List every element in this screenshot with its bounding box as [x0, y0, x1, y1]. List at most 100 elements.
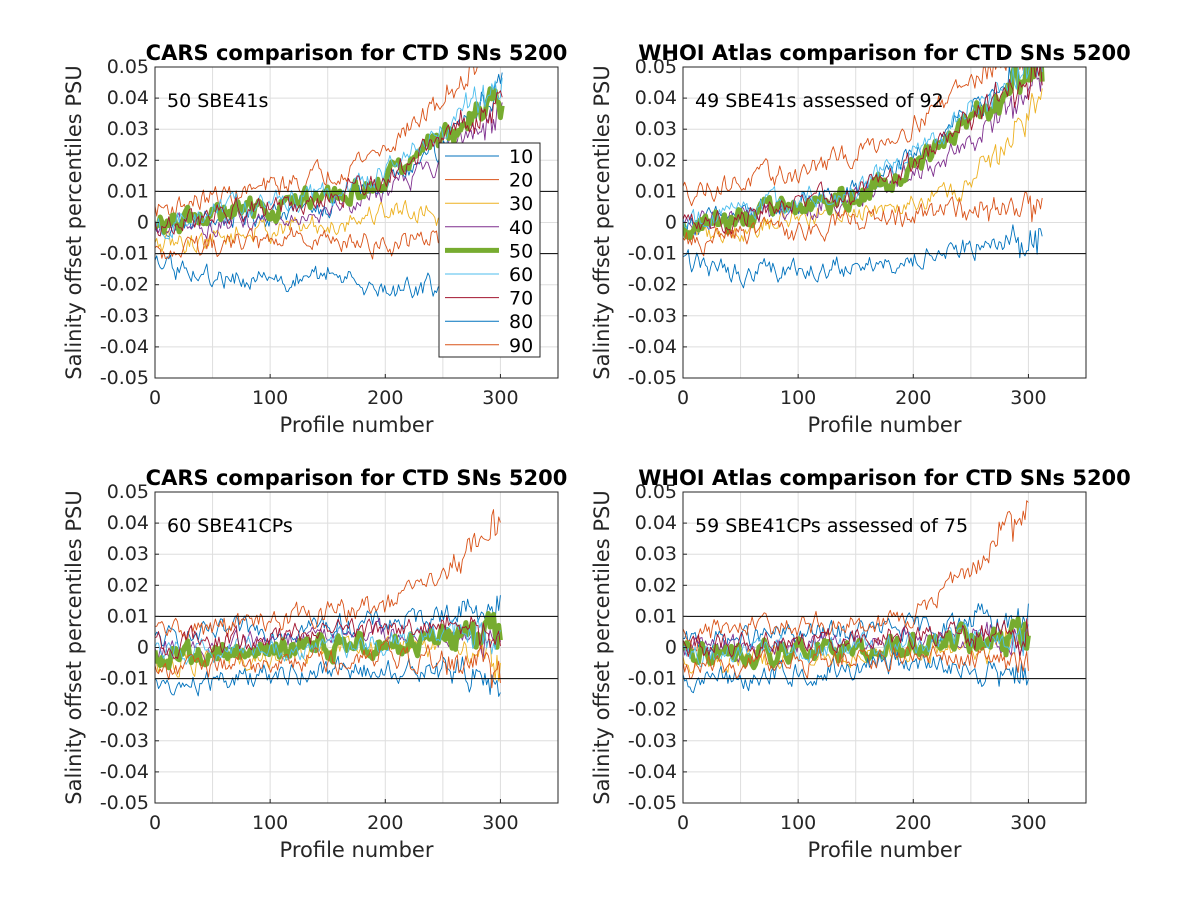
- y-axis-label: Salinity offset percentiles PSU: [590, 65, 614, 379]
- chart-panel-2: 0 100 200 300 -0.05 -0.04 -0.03 -0.02 -0.01 0 0.01…: [590, 41, 1131, 437]
- y-tick-label: 0.01: [107, 605, 149, 627]
- y-tick-label: -0.02: [100, 274, 149, 296]
- x-tick-label: 200: [367, 812, 403, 834]
- x-tick-label: 0: [677, 812, 689, 834]
- y-axis-label: Salinity offset percentiles PSU: [62, 65, 86, 379]
- y-tick-label: 0.04: [635, 512, 677, 534]
- series-line-20: [155, 509, 501, 643]
- series-line-70: [155, 614, 501, 660]
- legend-label: 40: [509, 217, 533, 239]
- annotation-text: 59 SBE41CPs assessed of 75: [695, 515, 968, 537]
- legend-label: 70: [509, 288, 533, 310]
- chart-panel-4: 0 100 200 300 -0.05 -0.04 -0.03 -0.02 -0.01 0 0.01…: [590, 466, 1131, 862]
- y-tick-label: 0.03: [107, 118, 149, 140]
- y-axis-label: Salinity offset percentiles PSU: [62, 490, 86, 804]
- x-axis-label: Profile number: [808, 838, 962, 862]
- series-line-10: [683, 603, 1029, 653]
- series-line-20: [683, 500, 1029, 652]
- y-tick-label: 0.04: [107, 87, 149, 109]
- y-tick-label: 0.04: [635, 87, 677, 109]
- legend-label: 80: [509, 311, 533, 333]
- y-tick-label: -0.02: [628, 699, 677, 721]
- series-line-90: [683, 645, 1029, 680]
- y-tick-label: 0: [665, 212, 677, 234]
- y-tick-label: -0.04: [628, 761, 677, 783]
- x-tick-label: 0: [149, 387, 161, 409]
- series-line-70: [155, 90, 503, 237]
- x-tick-label: 100: [252, 812, 288, 834]
- y-tick-label: 0.02: [635, 574, 677, 596]
- y-tick-label: 0.03: [635, 543, 677, 565]
- y-tick-label: 0.03: [635, 118, 677, 140]
- legend-label: 20: [509, 170, 533, 192]
- x-tick-label: 0: [149, 812, 161, 834]
- legend-label: 10: [509, 146, 533, 168]
- y-tick-label: 0.02: [107, 149, 149, 171]
- legend-label: 60: [509, 264, 533, 286]
- series-line-90: [683, 191, 1043, 257]
- y-axis-label: Salinity offset percentiles PSU: [590, 490, 614, 804]
- y-tick-label: 0: [137, 637, 149, 659]
- chart-title: WHOI Atlas comparison for CTD SNs 5200: [638, 41, 1131, 65]
- series-line-80: [683, 224, 1043, 289]
- y-tick-label: -0.03: [628, 305, 677, 327]
- series-group: [683, 67, 1045, 289]
- series-line-50: [155, 611, 503, 671]
- chart-panel-1: 0 100 200 300 -0.05 -0.04 -0.03 -0.02 -0.01 0 0.01…: [62, 41, 568, 437]
- series-line-60: [683, 67, 1043, 230]
- legend-label: 90: [509, 335, 533, 357]
- x-tick-label: 200: [895, 812, 931, 834]
- series-line-70: [683, 67, 1043, 235]
- y-tick-label: -0.01: [628, 668, 677, 690]
- y-tick-label: -0.03: [100, 730, 149, 752]
- series-line-20: [155, 67, 478, 217]
- y-tick-label: 0.03: [107, 543, 149, 565]
- y-tick-label: -0.05: [628, 367, 677, 389]
- x-tick-label: 0: [677, 387, 689, 409]
- x-tick-label: 300: [482, 812, 518, 834]
- series-line-90: [155, 639, 501, 689]
- y-tick-label: 0.05: [635, 481, 677, 503]
- legend-label: 30: [509, 193, 533, 215]
- y-tick-label: -0.02: [628, 274, 677, 296]
- y-tick-label: -0.01: [100, 668, 149, 690]
- y-tick-label: 0.04: [107, 512, 149, 534]
- y-tick-label: 0: [137, 212, 149, 234]
- y-tick-label: -0.01: [100, 243, 149, 265]
- x-axis-label: Profile number: [280, 838, 434, 862]
- chart-title: CARS comparison for CTD SNs 5200: [146, 41, 568, 65]
- series-group: [683, 500, 1031, 694]
- chart-panel-3: 0 100 200 300 -0.05 -0.04 -0.03 -0.02 -0.01 0 0.01…: [62, 466, 567, 862]
- y-tick-label: 0.05: [107, 56, 149, 78]
- y-tick-label: 0.01: [107, 180, 149, 202]
- x-tick-label: 100: [252, 387, 288, 409]
- series-line-50: [683, 67, 1045, 241]
- x-tick-label: 300: [1010, 812, 1046, 834]
- x-tick-label: 200: [895, 387, 931, 409]
- y-tick-label: -0.04: [100, 761, 149, 783]
- y-tick-label: -0.01: [628, 243, 677, 265]
- x-axis-label: Profile number: [808, 413, 962, 437]
- chart-title: CARS comparison for CTD SNs 5200: [146, 466, 568, 490]
- x-tick-label: 100: [780, 387, 816, 409]
- chart-title: WHOI Atlas comparison for CTD SNs 5200: [638, 466, 1131, 490]
- series-line-70: [683, 618, 1029, 659]
- series-group: [155, 509, 503, 697]
- legend-label: 50: [509, 240, 533, 262]
- y-tick-label: -0.03: [628, 730, 677, 752]
- series-line-60: [155, 77, 503, 240]
- annotation-text: 49 SBE41s assessed of 92: [695, 90, 944, 112]
- y-tick-label: -0.05: [100, 792, 149, 814]
- y-tick-label: -0.04: [628, 336, 677, 358]
- y-tick-label: 0: [665, 637, 677, 659]
- x-tick-label: 100: [780, 812, 816, 834]
- series-line-80: [683, 651, 1029, 694]
- y-tick-label: 0.01: [635, 605, 677, 627]
- y-tick-label: -0.02: [100, 699, 149, 721]
- annotation-text: 60 SBE41CPs: [167, 515, 293, 537]
- y-tick-label: 0.05: [107, 481, 149, 503]
- annotation-text: 50 SBE41s: [167, 90, 268, 112]
- x-tick-label: 200: [367, 387, 403, 409]
